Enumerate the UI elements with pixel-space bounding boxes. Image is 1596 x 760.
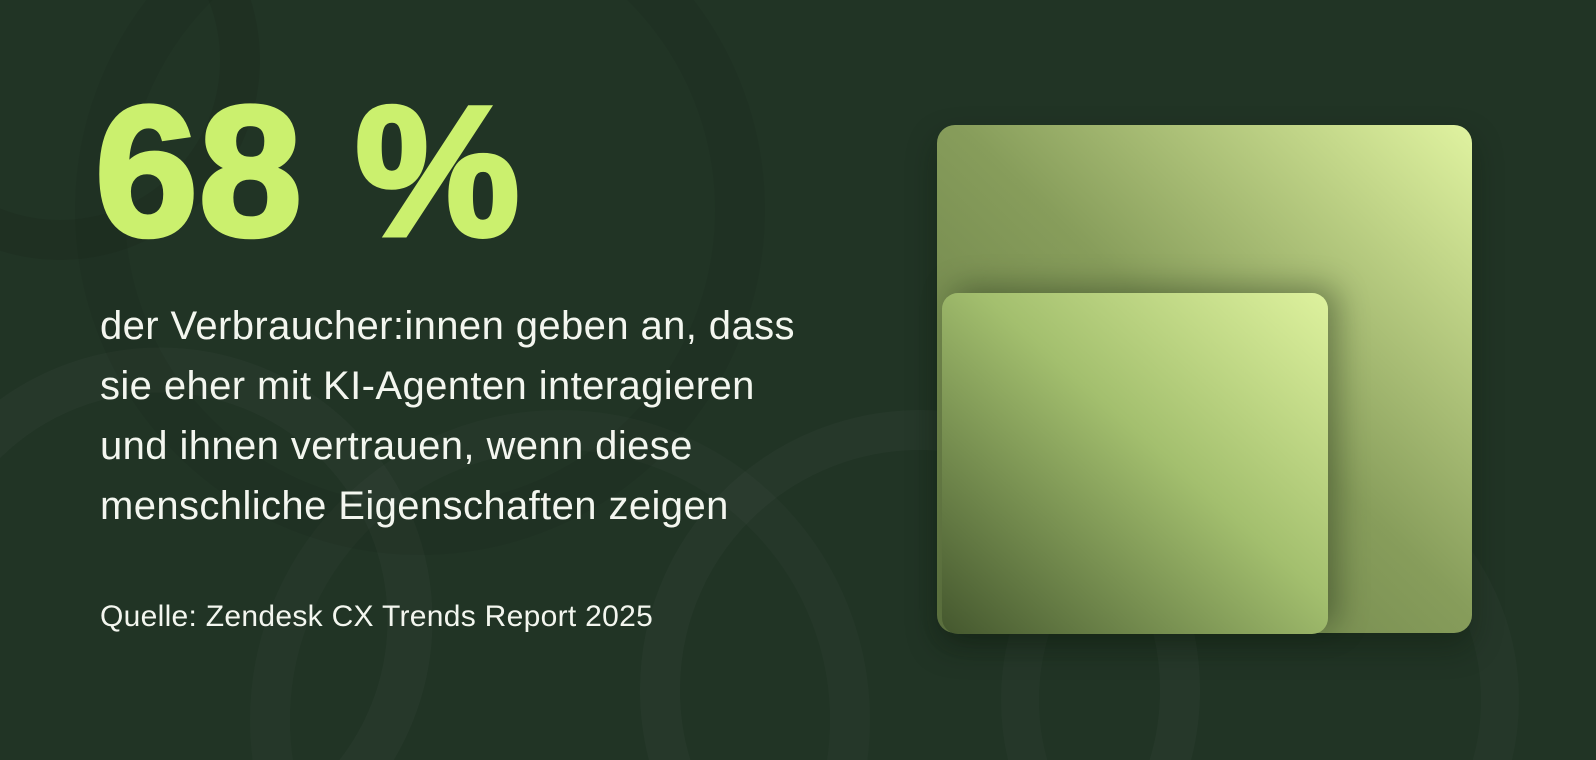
inner-square-shape	[942, 293, 1328, 634]
stat-description-line: der Verbraucher:innen geben an, dass	[100, 304, 795, 348]
stat-description-line: sie eher mit KI-Agenten interagieren	[100, 364, 755, 408]
stat-description-line: menschliche Eigenschaften zeigen	[100, 484, 729, 528]
stat-description-line: und ihnen vertrauen, wenn diese	[100, 424, 693, 468]
source-attribution: Quelle: Zendesk CX Trends Report 2025	[100, 600, 654, 633]
stat-description: der Verbraucher:innen geben an, dass sie…	[100, 296, 795, 536]
stat-value: 68 %	[93, 69, 523, 275]
